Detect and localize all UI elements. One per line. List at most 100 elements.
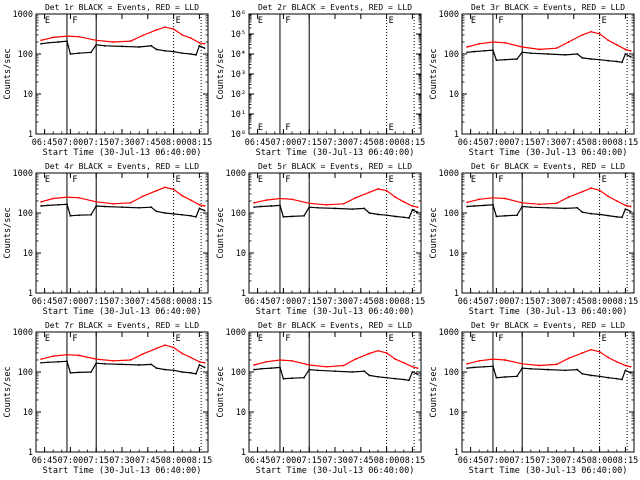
series-point-lld: [377, 349, 379, 352]
plot-frame: [35, 172, 209, 294]
series-point-lld: [590, 348, 592, 351]
x-tick-label: 08:15: [613, 138, 639, 148]
y-axis-label: Counts/sec: [3, 48, 13, 99]
series-point-events: [47, 41, 49, 44]
event-marker-e: E: [389, 16, 394, 26]
x-tick-label: 06:45: [245, 297, 271, 307]
series-point-events: [621, 378, 623, 381]
y-tick-label: 1: [28, 289, 33, 299]
series-point-events: [164, 49, 166, 52]
series-point-events: [529, 367, 532, 370]
x-tick-label: 07:30: [109, 456, 135, 466]
series-point-events: [466, 205, 469, 208]
event-marker-f: F: [285, 16, 290, 26]
series-point-events: [282, 377, 285, 380]
y-tick-label: 1000: [439, 10, 459, 20]
series-line-lld: [41, 344, 205, 364]
series-point-events: [253, 206, 256, 209]
series-point-events: [521, 205, 524, 208]
y-tick-label: 10: [236, 408, 246, 418]
x-tick-label: 07:30: [322, 297, 348, 307]
series-point-events: [547, 206, 549, 209]
series-point-events: [66, 360, 68, 363]
series-point-lld: [416, 206, 419, 209]
series-point-lld: [129, 40, 132, 43]
y-tick-label: 1: [241, 289, 246, 299]
series-point-events: [411, 371, 414, 373]
series-point-events: [547, 368, 549, 371]
y-tick-label: 1000: [13, 328, 33, 338]
y-tick-label: 10: [449, 249, 459, 259]
series-point-lld: [52, 355, 55, 357]
x-tick-label: 06:45: [458, 138, 484, 148]
series-point-events: [351, 371, 354, 373]
series-point-lld: [615, 200, 618, 202]
series-point-events: [279, 204, 281, 207]
series-point-lld: [265, 360, 268, 363]
x-tick-label: 07:00: [484, 297, 510, 307]
series-point-events: [408, 217, 410, 219]
series-point-lld: [198, 41, 201, 44]
x-tick-label: 08:00: [161, 456, 187, 466]
y-tick-label: 100: [18, 50, 33, 60]
plot-frame: [248, 331, 422, 453]
x-tick-label: 08:00: [161, 297, 187, 307]
series-point-events: [138, 364, 141, 366]
series-point-lld: [78, 354, 80, 357]
series-point-events: [66, 40, 68, 43]
series-point-events: [303, 376, 305, 379]
series-point-lld: [95, 358, 98, 361]
series-point-lld: [394, 358, 397, 361]
x-tick-label: 06:45: [32, 456, 58, 466]
series-point-lld: [164, 344, 166, 347]
x-tick-label: 07:00: [484, 138, 510, 148]
series-point-events: [203, 47, 206, 50]
series-point-lld: [129, 359, 132, 361]
y-tick-label: 100: [231, 368, 246, 378]
series-point-events: [576, 53, 579, 55]
series-point-events: [308, 368, 311, 371]
y-tick-label: 10: [449, 408, 459, 418]
series-point-lld: [265, 199, 268, 202]
series-point-events: [590, 212, 592, 215]
series-point-lld: [466, 46, 469, 48]
series-point-lld: [172, 28, 175, 30]
x-tick-label: 07:45: [135, 138, 161, 148]
x-tick-label: 06:45: [32, 138, 58, 148]
x-tick-label: 08:00: [587, 297, 613, 307]
x-tick-label: 07:00: [484, 456, 510, 466]
series-point-lld: [629, 49, 632, 52]
x-tick-label: 08:15: [400, 138, 426, 148]
series-point-lld: [555, 363, 558, 366]
event-marker-e: E: [176, 334, 181, 344]
y-axis-label: Counts/sec: [429, 366, 439, 417]
series-point-events: [164, 368, 166, 371]
series-point-events: [203, 366, 206, 369]
y-tick-label: 10²: [231, 90, 246, 100]
series-point-lld: [402, 361, 405, 364]
series-point-lld: [567, 41, 570, 43]
x-tick-label: 07:30: [535, 138, 561, 148]
series-point-events: [473, 366, 475, 369]
series-point-lld: [66, 353, 68, 356]
y-tick-label: 10³: [231, 70, 246, 80]
series-point-events: [492, 203, 494, 206]
series-point-lld: [198, 203, 201, 206]
series-point-lld: [141, 353, 144, 356]
series-point-events: [590, 374, 592, 377]
x-tick-label: 06:45: [245, 456, 271, 466]
event-marker-e: E: [45, 334, 50, 344]
x-tick-label: 07:15: [509, 297, 535, 307]
series-point-events: [483, 204, 486, 207]
series-point-events: [291, 377, 293, 380]
series-point-events: [253, 368, 256, 371]
series-point-lld: [385, 352, 388, 354]
y-axis-label: Counts/sec: [429, 48, 439, 99]
y-axis-label: Counts/sec: [216, 207, 226, 258]
series-point-events: [155, 48, 158, 51]
x-tick-label: 08:15: [613, 456, 639, 466]
series-point-lld: [342, 364, 345, 367]
series-point-lld: [279, 359, 281, 361]
series-point-events: [95, 205, 98, 207]
series-point-events: [181, 371, 184, 373]
